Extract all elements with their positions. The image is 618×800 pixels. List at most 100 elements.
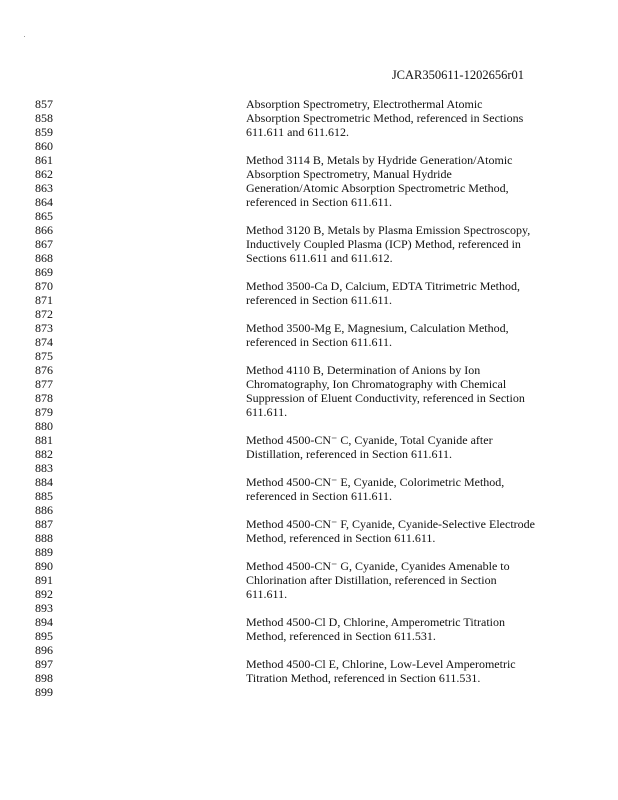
line-number: 896 bbox=[35, 643, 53, 657]
line-number: 870 bbox=[35, 279, 53, 293]
text-line: 882 Distillation, referenced in Section 6… bbox=[0, 447, 618, 461]
line-text: referenced in Section 611.611. bbox=[246, 293, 393, 307]
line-number: 895 bbox=[35, 629, 53, 643]
line-number: 875 bbox=[35, 349, 53, 363]
text-line: 894 Method 4500-Cl D, Chlorine, Amperomet… bbox=[0, 615, 618, 629]
line-number: 879 bbox=[35, 405, 53, 419]
line-number: 891 bbox=[35, 573, 53, 587]
text-line: 895 Method, referenced in Section 611.531… bbox=[0, 629, 618, 643]
text-line: 872 bbox=[0, 307, 618, 321]
text-line: 888 Method, referenced in Section 611.611… bbox=[0, 531, 618, 545]
text-line: 887 Method 4500-CN⁻ F, Cyanide, Cyanide-S… bbox=[0, 517, 618, 531]
text-line: 892 611.611. bbox=[0, 587, 618, 601]
text-line: 858 Absorption Spectrometric Method, refe… bbox=[0, 111, 618, 125]
text-line: 890 Method 4500-CN⁻ G, Cyanide, Cyanides … bbox=[0, 559, 618, 573]
text-line: 871 referenced in Section 611.611. bbox=[0, 293, 618, 307]
text-line: 883 bbox=[0, 461, 618, 475]
text-line: 859 611.611 and 611.612. bbox=[0, 125, 618, 139]
line-text: referenced in Section 611.611. bbox=[246, 335, 393, 349]
line-number: 857 bbox=[35, 97, 53, 111]
line-number: 872 bbox=[35, 307, 53, 321]
line-text: Method 4500-CN⁻ G, Cyanide, Cyanides Ame… bbox=[246, 559, 510, 573]
line-text: Method, referenced in Section 611.611. bbox=[246, 531, 436, 545]
line-number: 877 bbox=[35, 377, 53, 391]
line-number: 874 bbox=[35, 335, 53, 349]
line-text: Titration Method, referenced in Section … bbox=[246, 671, 481, 685]
text-line: 876 Method 4110 B, Determination of Anion… bbox=[0, 363, 618, 377]
line-number: 869 bbox=[35, 265, 53, 279]
line-text: referenced in Section 611.611. bbox=[246, 489, 393, 503]
line-text: Method 3500-Ca D, Calcium, EDTA Titrimet… bbox=[246, 279, 521, 293]
line-number: 858 bbox=[35, 111, 53, 125]
line-text: Chlorination after Distillation, referen… bbox=[246, 573, 497, 587]
line-text: Method 4500-Cl E, Chlorine, Low-Level Am… bbox=[246, 657, 516, 671]
line-number: 866 bbox=[35, 223, 53, 237]
line-number: 886 bbox=[35, 503, 53, 517]
text-line: 873 Method 3500-Mg E, Magnesium, Calculat… bbox=[0, 321, 618, 335]
text-line: 899 bbox=[0, 685, 618, 699]
text-line: 884 Method 4500-CN⁻ E, Cyanide, Colorimet… bbox=[0, 475, 618, 489]
text-line: 874 referenced in Section 611.611. bbox=[0, 335, 618, 349]
line-number: 865 bbox=[35, 209, 53, 223]
line-number: 873 bbox=[35, 321, 53, 335]
line-number: 859 bbox=[35, 125, 53, 139]
text-line: 886 bbox=[0, 503, 618, 517]
line-number: 882 bbox=[35, 447, 53, 461]
line-number: 883 bbox=[35, 461, 53, 475]
text-line: 898 Titration Method, referenced in Secti… bbox=[0, 671, 618, 685]
line-text: Method 3120 B, Metals by Plasma Emission… bbox=[246, 223, 531, 237]
text-line: 880 bbox=[0, 419, 618, 433]
line-text: referenced in Section 611.611. bbox=[246, 195, 393, 209]
text-line: 879 611.611. bbox=[0, 405, 618, 419]
text-line: 863 Generation/Atomic Absorption Spectrom… bbox=[0, 181, 618, 195]
line-number: 897 bbox=[35, 657, 53, 671]
text-line: 860 bbox=[0, 139, 618, 153]
line-number: 899 bbox=[35, 685, 53, 699]
line-text: Method 4110 B, Determination of Anions b… bbox=[246, 363, 481, 377]
line-number: 867 bbox=[35, 237, 53, 251]
text-line: 893 bbox=[0, 601, 618, 615]
line-text: Sections 611.611 and 611.612. bbox=[246, 251, 393, 265]
text-line: 869 bbox=[0, 265, 618, 279]
line-number: 864 bbox=[35, 195, 53, 209]
line-text: Method 4500-Cl D, Chlorine, Amperometric… bbox=[246, 615, 505, 629]
text-line: 877 Chromatography, Ion Chromatography wi… bbox=[0, 377, 618, 391]
text-line: 862 Absorption Spectrometry, Manual Hydri… bbox=[0, 167, 618, 181]
line-number: 878 bbox=[35, 391, 53, 405]
line-text: Absorption Spectrometry, Electrothermal … bbox=[246, 97, 483, 111]
text-line: 865 bbox=[0, 209, 618, 223]
line-text: 611.611. bbox=[246, 405, 288, 419]
line-text: Inductively Coupled Plasma (ICP) Method,… bbox=[246, 237, 521, 251]
line-number: 892 bbox=[35, 587, 53, 601]
line-number: 868 bbox=[35, 251, 53, 265]
page-speck bbox=[24, 36, 25, 37]
text-line: 870 Method 3500-Ca D, Calcium, EDTA Titri… bbox=[0, 279, 618, 293]
text-line: 878 Suppression of Eluent Conductivity, r… bbox=[0, 391, 618, 405]
line-text: Absorption Spectrometric Method, referen… bbox=[246, 111, 524, 125]
line-number: 885 bbox=[35, 489, 53, 503]
line-number: 860 bbox=[35, 139, 53, 153]
line-number: 876 bbox=[35, 363, 53, 377]
line-text: 611.611. bbox=[246, 587, 288, 601]
text-line: 889 bbox=[0, 545, 618, 559]
line-text: 611.611 and 611.612. bbox=[246, 125, 349, 139]
line-text: Chromatography, Ion Chromatography with … bbox=[246, 377, 507, 391]
text-line: 864 referenced in Section 611.611. bbox=[0, 195, 618, 209]
line-number: 863 bbox=[35, 181, 53, 195]
text-line: 897 Method 4500-Cl E, Chlorine, Low-Level… bbox=[0, 657, 618, 671]
text-line: 891 Chlorination after Distillation, refe… bbox=[0, 573, 618, 587]
line-number: 881 bbox=[35, 433, 53, 447]
line-number: 894 bbox=[35, 615, 53, 629]
line-text: Distillation, referenced in Section 611.… bbox=[246, 447, 453, 461]
line-number: 871 bbox=[35, 293, 53, 307]
line-text: Method 4500-CN⁻ E, Cyanide, Colorimetric… bbox=[246, 475, 505, 489]
line-number: 862 bbox=[35, 167, 53, 181]
numbered-text-body: 857 Absorption Spectrometry, Electrotherm… bbox=[0, 97, 618, 699]
line-text: Absorption Spectrometry, Manual Hydride bbox=[246, 167, 452, 181]
text-line: 881 Method 4500-CN⁻ C, Cyanide, Total Cya… bbox=[0, 433, 618, 447]
line-number: 889 bbox=[35, 545, 53, 559]
text-line: 885 referenced in Section 611.611. bbox=[0, 489, 618, 503]
line-text: Method, referenced in Section 611.531. bbox=[246, 629, 436, 643]
line-text: Method 3114 B, Metals by Hydride Generat… bbox=[246, 153, 513, 167]
line-text: Method 4500-CN⁻ C, Cyanide, Total Cyanid… bbox=[246, 433, 493, 447]
